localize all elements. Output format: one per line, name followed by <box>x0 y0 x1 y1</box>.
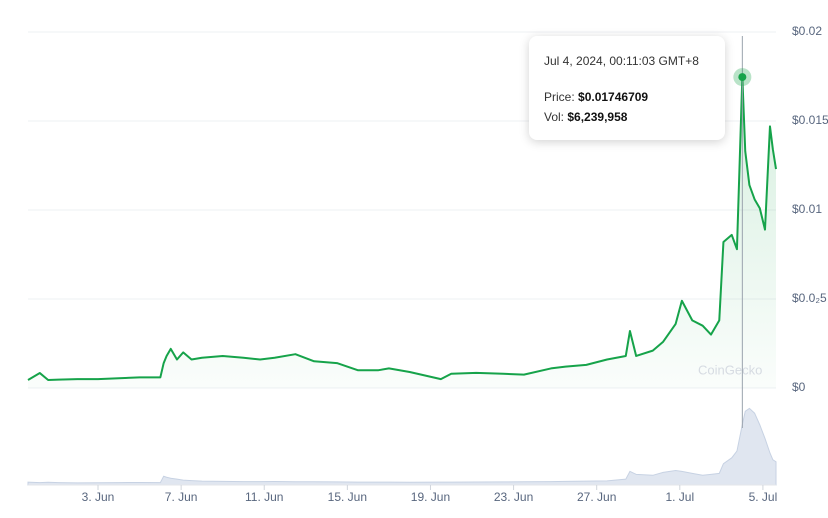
price-label: Price: <box>544 90 575 104</box>
volume-value: $6,239,958 <box>567 110 628 124</box>
tooltip-title: Jul 4, 2024, 00:11:03 GMT+8 <box>544 54 699 68</box>
volume-label: Vol: <box>544 110 565 124</box>
x-tick-label: 11. Jun <box>245 490 283 504</box>
x-tick-label: 27. Jun <box>577 490 616 504</box>
x-tick-label: 7. Jun <box>165 490 198 504</box>
x-tick-label: 23. Jun <box>494 490 533 504</box>
x-tick-label: 3. Jun <box>82 490 115 504</box>
x-tick-label: 19. Jun <box>411 490 450 504</box>
hover-point <box>738 73 747 82</box>
x-tick-label: 15. Jun <box>328 490 367 504</box>
volume-area <box>27 407 777 486</box>
x-tick-label: 1. Jul <box>665 490 694 504</box>
x-tick-label: 5. Jul <box>749 490 778 504</box>
y-tick-label: $0.02 <box>792 24 822 38</box>
tooltip-volume: Vol: $6,239,958 <box>544 110 627 124</box>
tooltip: Jul 4, 2024, 00:11:03 GMT+8 Price: $0.01… <box>529 36 725 140</box>
price-value: $0.01746709 <box>578 90 649 104</box>
watermark: CoinGecko <box>698 362 762 377</box>
y-tick-label: $0 <box>792 380 806 394</box>
y-tick-label: $0.01 <box>792 202 822 216</box>
y-tick-label: $0.015 <box>792 113 828 127</box>
tooltip-price: Price: $0.01746709 <box>544 90 648 104</box>
price-line <box>27 76 777 381</box>
price-area <box>28 77 776 388</box>
y-tick-label: $0.0₂5 <box>792 291 827 305</box>
